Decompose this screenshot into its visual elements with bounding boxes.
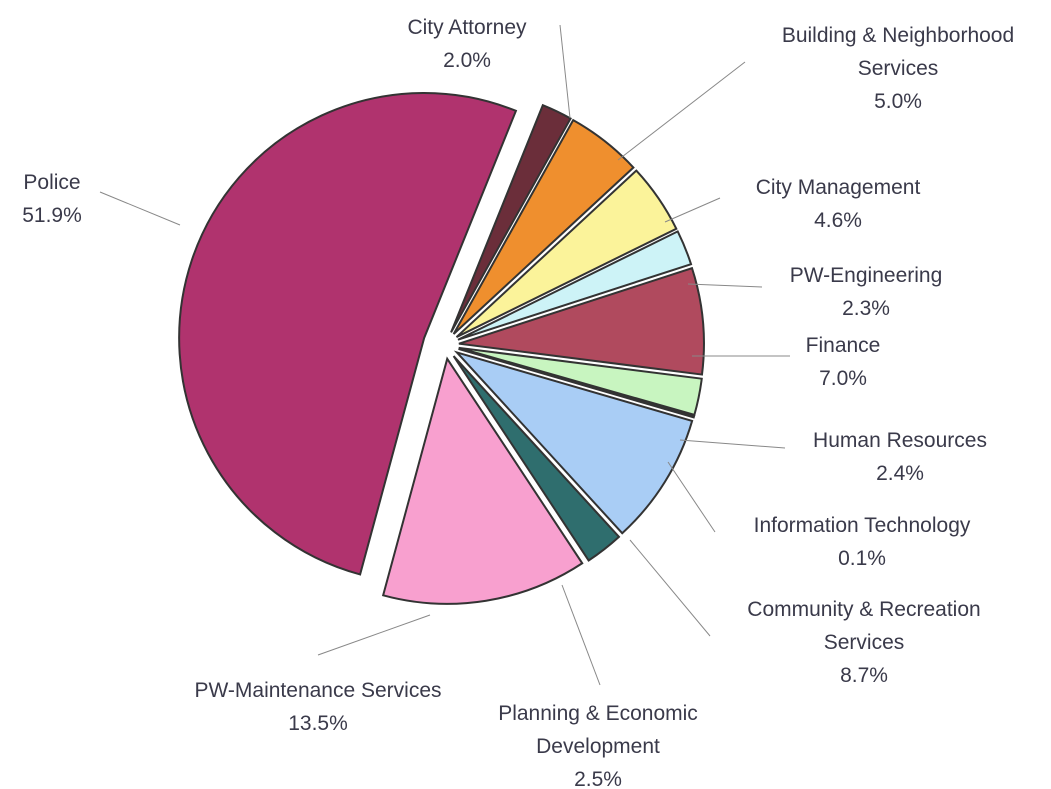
leader-line — [561, 584, 601, 686]
leader-line — [679, 439, 786, 449]
category-name: City Management — [756, 176, 921, 199]
value-label: 8.7% — [840, 664, 888, 687]
slice-label: PW-Maintenance Services 13.5% — [194, 679, 441, 735]
category-line: Services — [824, 631, 905, 654]
slice-label: Finance 7.0% — [806, 334, 881, 390]
leader-line — [99, 191, 181, 226]
leader-line — [317, 614, 431, 656]
slice-label: Planning & Economic Development 2.5% — [498, 702, 698, 789]
category-name: Planning & Economic Development — [498, 702, 698, 758]
category-name: Information Technology — [754, 514, 971, 537]
pie-slice — [452, 118, 635, 335]
leader-line — [629, 539, 711, 637]
category-line: City Attorney — [407, 16, 527, 39]
category-name: Building & Neighborhood Services — [782, 24, 1014, 80]
slice-label: Police 51.9% — [22, 171, 82, 227]
category-line: PW-Engineering — [790, 264, 943, 287]
category-line: Information Technology — [754, 514, 971, 537]
value-label: 7.0% — [819, 367, 867, 390]
slice-label: Information Technology 0.1% — [754, 514, 971, 570]
pie-slice — [453, 350, 694, 535]
slice-label: Human Resources 2.4% — [813, 429, 987, 485]
pie-slice — [455, 169, 678, 338]
category-line: City Management — [756, 176, 921, 199]
value-label: 4.6% — [814, 209, 862, 232]
slice-label: City Attorney 2.0% — [407, 16, 527, 72]
category-line: Development — [536, 735, 660, 758]
category-line: PW-Maintenance Services — [194, 679, 441, 702]
category-line: Building & Neighborhood — [782, 24, 1014, 47]
category-name: PW-Engineering — [790, 264, 943, 287]
value-label: 5.0% — [874, 90, 922, 113]
category-name: Finance — [806, 334, 881, 357]
category-line: Community & Recreation — [747, 598, 980, 621]
category-name: Human Resources — [813, 429, 987, 452]
leader-line — [664, 197, 721, 223]
category-line: Services — [858, 57, 939, 80]
slice-label: PW-Engineering 2.3% — [790, 264, 943, 320]
category-name: PW-Maintenance Services — [194, 679, 441, 702]
category-name: City Attorney — [407, 16, 527, 39]
slice-label: City Management 4.6% — [756, 176, 921, 232]
value-label: 2.0% — [443, 49, 491, 72]
value-label: 13.5% — [288, 712, 348, 735]
pie-slice — [178, 92, 518, 576]
pie-slice — [381, 356, 584, 605]
category-name: Community & Recreation Services — [747, 598, 980, 654]
category-line: Planning & Economic — [498, 702, 698, 725]
value-label: 2.4% — [876, 462, 924, 485]
pie-slice — [458, 346, 703, 417]
value-label: 2.3% — [842, 297, 890, 320]
pie-slice — [450, 103, 572, 333]
leader-line — [687, 283, 763, 288]
category-name: Police — [23, 171, 80, 194]
slice-label: Building & Neighborhood Services 5.0% — [782, 24, 1014, 113]
value-label: 0.1% — [838, 547, 886, 570]
pie-slice — [457, 230, 693, 341]
pie-slice — [452, 355, 621, 562]
value-label: 2.5% — [574, 768, 622, 789]
value-label: 51.9% — [22, 204, 82, 227]
category-line: Human Resources — [813, 429, 987, 452]
pie-slice — [458, 347, 696, 419]
pie-slice — [458, 266, 705, 376]
leader-line — [617, 61, 746, 161]
slice-label: Community & Recreation Services 8.7% — [747, 598, 980, 687]
leader-line — [559, 24, 571, 119]
category-line: Finance — [806, 334, 881, 357]
category-line: Police — [23, 171, 80, 194]
leader-line — [667, 461, 716, 533]
